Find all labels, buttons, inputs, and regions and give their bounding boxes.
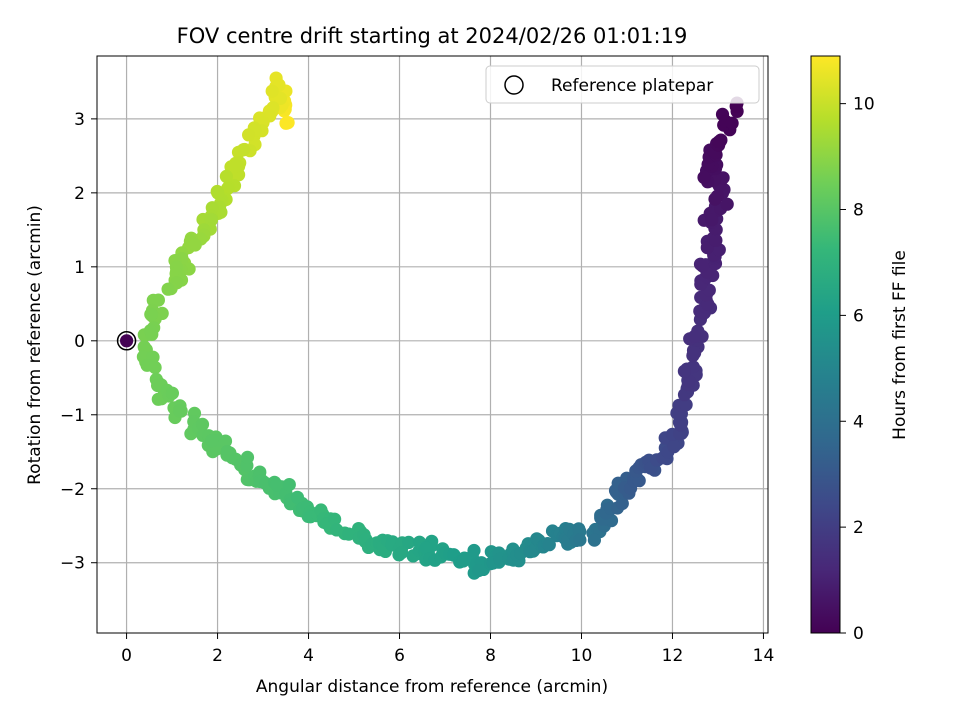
data-point bbox=[679, 398, 693, 412]
x-tick-label: 2 bbox=[212, 646, 223, 666]
data-point bbox=[682, 374, 696, 388]
legend: Reference platepar bbox=[485, 65, 760, 104]
data-point bbox=[188, 238, 202, 252]
data-point bbox=[205, 434, 219, 448]
colorbar-tick-label: 6 bbox=[853, 306, 864, 326]
data-point bbox=[151, 293, 165, 307]
data-point bbox=[219, 169, 233, 183]
colorbar-ticks: 0 2 4 6 8 10 bbox=[840, 95, 875, 644]
data-point bbox=[697, 170, 711, 184]
x-tick-label: 4 bbox=[303, 646, 314, 666]
data-point bbox=[615, 496, 629, 511]
data-point bbox=[467, 543, 481, 558]
data-point bbox=[229, 159, 243, 173]
data-point bbox=[290, 490, 304, 504]
data-point bbox=[708, 192, 722, 206]
data-point bbox=[394, 546, 409, 560]
colorbar-tick-label: 10 bbox=[853, 95, 875, 115]
data-point bbox=[172, 404, 187, 418]
colorbar-tick-label: 4 bbox=[853, 412, 864, 432]
chart-title: FOV centre drift starting at 2024/02/26 … bbox=[177, 24, 688, 48]
y-tick-label: −3 bbox=[60, 554, 85, 574]
data-point bbox=[674, 418, 688, 432]
data-point bbox=[720, 197, 734, 211]
data-point bbox=[211, 186, 225, 200]
data-point bbox=[144, 307, 159, 322]
y-tick-label: 2 bbox=[74, 184, 85, 204]
data-point bbox=[282, 478, 296, 492]
data-point bbox=[419, 541, 433, 555]
data-point bbox=[240, 450, 255, 464]
data-point bbox=[677, 364, 692, 378]
y-tick-label: 3 bbox=[74, 110, 85, 130]
data-point bbox=[342, 527, 356, 541]
data-point bbox=[725, 116, 739, 130]
y-axis-ticks: −3 −2 −1 0 1 2 3 bbox=[60, 110, 97, 574]
x-tick-label: 10 bbox=[571, 646, 593, 666]
x-tick-label: 12 bbox=[662, 646, 684, 666]
data-point bbox=[242, 128, 256, 142]
data-point bbox=[709, 233, 723, 247]
data-point bbox=[712, 135, 726, 149]
data-point bbox=[688, 329, 702, 343]
data-point bbox=[402, 535, 416, 550]
data-point bbox=[165, 386, 179, 400]
data-point bbox=[667, 440, 681, 454]
x-tick-label: 14 bbox=[753, 646, 775, 666]
data-point bbox=[542, 538, 556, 552]
y-tick-label: 0 bbox=[74, 332, 85, 352]
data-point bbox=[161, 282, 175, 296]
x-tick-label: 8 bbox=[485, 646, 496, 666]
plot-frame bbox=[96, 55, 769, 634]
x-axis-label: Angular distance from reference (arcmin) bbox=[256, 677, 608, 697]
reference-platepar-marker bbox=[116, 331, 137, 351]
y-tick-label: −2 bbox=[60, 480, 85, 500]
legend-box bbox=[485, 65, 760, 104]
data-point bbox=[236, 143, 251, 157]
colorbar-tick-label: 0 bbox=[853, 624, 864, 644]
data-point bbox=[587, 533, 602, 547]
colorbar-tick-label: 8 bbox=[853, 201, 864, 221]
data-point bbox=[265, 84, 279, 98]
y-axis-label: Rotation from reference (arcmin) bbox=[25, 205, 45, 485]
data-point bbox=[195, 417, 210, 431]
y-tick-label: −1 bbox=[60, 406, 85, 426]
colorbar-tick-label: 2 bbox=[853, 518, 864, 538]
data-point bbox=[696, 259, 710, 273]
x-tick-label: 6 bbox=[394, 646, 405, 666]
data-point bbox=[328, 512, 342, 526]
data-point bbox=[148, 360, 162, 375]
data-point bbox=[279, 116, 293, 130]
data-point bbox=[143, 324, 158, 338]
data-point bbox=[269, 478, 284, 492]
legend-marker bbox=[504, 75, 524, 95]
x-tick-label: 0 bbox=[121, 646, 132, 666]
data-point bbox=[688, 346, 702, 360]
x-axis-ticks: 0 2 4 6 8 10 12 14 bbox=[121, 633, 774, 666]
data-point bbox=[573, 533, 587, 547]
data-point bbox=[120, 334, 134, 348]
data-point bbox=[472, 563, 486, 578]
grid bbox=[97, 56, 768, 633]
scatter-points bbox=[116, 71, 744, 580]
colorbar bbox=[810, 55, 841, 634]
colorbar-label: Hours from first FF file bbox=[890, 250, 910, 440]
legend-entry: Reference platepar bbox=[551, 76, 713, 96]
y-tick-label: 1 bbox=[74, 258, 85, 278]
data-point bbox=[705, 213, 719, 227]
data-point bbox=[218, 434, 233, 448]
